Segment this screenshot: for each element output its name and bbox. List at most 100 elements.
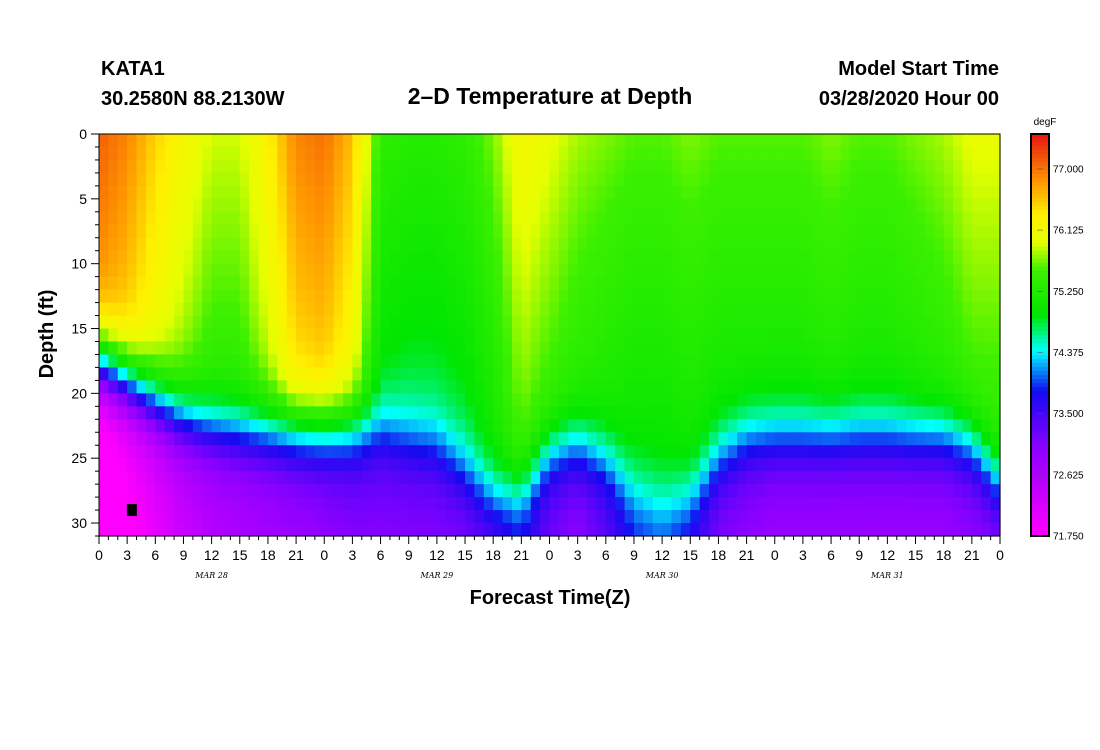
heatmap-cell [333,523,344,537]
heatmap-cell [380,315,391,330]
heatmap-cell [774,250,785,265]
heatmap-cell [868,237,879,252]
heatmap-cell [793,250,804,265]
heatmap-cell [549,367,560,381]
colorbar-segment [1031,318,1049,324]
colorbar-segment [1031,218,1049,224]
colorbar-segment [1031,198,1049,203]
heatmap-cell [239,510,250,524]
heatmap-cell [840,198,851,213]
heatmap-cell [267,172,278,187]
colorbar-segment [1031,427,1049,433]
heatmap-cell [821,419,832,433]
heatmap-cell [324,367,335,381]
heatmap-cell [690,497,701,511]
heatmap-cell [568,302,579,317]
heatmap-cell [202,159,213,174]
heatmap-cell [474,510,485,524]
heatmap-cell [906,432,917,446]
model-start-label: Model Start Time [838,58,999,80]
heatmap-cell [981,185,992,200]
heatmap-cell [249,497,260,511]
heatmap-cell [812,276,823,291]
colorbar-segment [1031,134,1049,139]
heatmap-cell [267,354,278,369]
heatmap-cell [605,380,616,394]
heatmap-cell [831,276,842,291]
heatmap-cell [493,497,504,511]
colorbar-segment [1031,302,1049,308]
heatmap-cell [849,146,860,161]
heatmap-cell [643,380,654,394]
heatmap-cell [352,497,363,511]
heatmap-cell [877,276,888,291]
heatmap-cell [493,380,504,394]
heatmap-cell [474,406,485,420]
heatmap-cell [765,185,776,200]
heatmap-cell [249,250,260,265]
heatmap-cell [296,185,307,200]
heatmap-cell [699,302,710,317]
heatmap-cell [727,367,738,381]
heatmap-cell [418,302,429,317]
x-tick-label: 12 [429,547,445,563]
heatmap-cell [831,134,842,148]
heatmap-cell [671,432,682,446]
heatmap-cell [821,185,832,200]
heatmap-cell [427,237,438,252]
heatmap-cell [633,458,644,472]
heatmap-cell [896,289,907,304]
heatmap-cell [483,134,494,148]
heatmap-cell [784,484,795,498]
heatmap-cell [953,263,964,278]
heatmap-cell [305,185,316,200]
heatmap-cell [802,523,813,537]
heatmap-cell [802,406,813,420]
heatmap-cell [211,289,222,304]
heatmap-cell [709,497,720,511]
heatmap-cell [258,185,269,200]
heatmap-cell [333,328,344,343]
heatmap-cell [446,497,457,511]
heatmap-cell [568,276,579,291]
heatmap-cell [408,471,419,485]
heatmap-cell [840,328,851,343]
colorbar-segment [1031,210,1049,215]
heatmap-cell [249,146,260,161]
heatmap-cell [455,172,466,187]
heatmap-cell [568,497,579,511]
heatmap-cell [765,432,776,446]
heatmap-cell [455,406,466,420]
heatmap-cell [465,211,476,226]
heatmap-cell [99,302,109,317]
heatmap-cell [718,367,729,381]
heatmap-cell [971,393,982,407]
heatmap-cell [239,380,250,394]
heatmap-cell [408,393,419,407]
heatmap-cell [746,406,757,420]
heatmap-cell [943,276,954,291]
heatmap-cell [455,146,466,161]
heatmap-cell [840,510,851,524]
heatmap-cell [202,393,213,407]
heatmap-cell [155,328,166,343]
heatmap-cell [333,185,344,200]
heatmap-cell [108,276,119,291]
heatmap-cell [849,328,860,343]
heatmap-cell [831,393,842,407]
heatmap-cell [427,159,438,174]
heatmap-cell [774,276,785,291]
heatmap-cell [127,198,138,213]
heatmap-cell [455,237,466,252]
heatmap-cell [755,497,766,511]
heatmap-cell [465,445,476,459]
heatmap-cell [549,134,560,148]
heatmap-cell [408,250,419,265]
heatmap-cell [662,276,673,291]
heatmap-cell [249,198,260,213]
heatmap-cell [211,146,222,161]
heatmap-cell [680,510,691,524]
heatmap-cell [230,497,241,511]
heatmap-cell [230,211,241,226]
heatmap-cell [455,484,466,498]
